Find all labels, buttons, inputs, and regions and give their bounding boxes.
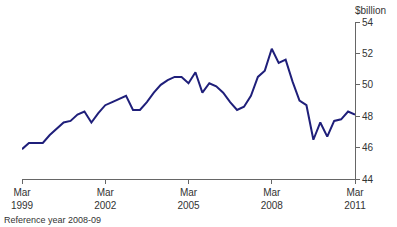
svg-text:48: 48 bbox=[362, 111, 374, 122]
svg-text:54: 54 bbox=[362, 17, 374, 28]
svg-text:44: 44 bbox=[362, 174, 374, 185]
svg-text:Mar2005: Mar2005 bbox=[177, 187, 200, 211]
svg-text:$billion: $billion bbox=[355, 5, 386, 16]
svg-text:Mar2002: Mar2002 bbox=[94, 187, 117, 211]
svg-text:Mar2011: Mar2011 bbox=[344, 187, 366, 211]
svg-text:46: 46 bbox=[362, 142, 374, 153]
svg-text:52: 52 bbox=[362, 48, 374, 59]
svg-text:50: 50 bbox=[362, 79, 374, 90]
svg-text:Mar1999: Mar1999 bbox=[11, 187, 34, 211]
svg-text:Mar2008: Mar2008 bbox=[261, 187, 284, 211]
svg-text:Reference year 2008-09: Reference year 2008-09 bbox=[4, 215, 101, 225]
